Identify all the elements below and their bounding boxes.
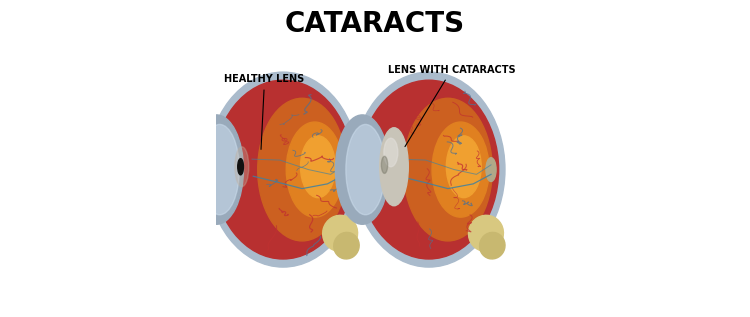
Ellipse shape <box>359 80 499 259</box>
Ellipse shape <box>238 158 244 175</box>
Ellipse shape <box>479 232 505 259</box>
Text: CATARACTS: CATARACTS <box>285 10 465 37</box>
Ellipse shape <box>380 128 408 206</box>
Text: HEALTHY LENS: HEALTHY LENS <box>224 74 304 149</box>
Ellipse shape <box>340 158 350 181</box>
Ellipse shape <box>190 115 244 224</box>
Ellipse shape <box>258 98 347 241</box>
Ellipse shape <box>322 215 358 251</box>
Ellipse shape <box>235 147 249 187</box>
Ellipse shape <box>352 72 505 267</box>
Ellipse shape <box>384 138 398 167</box>
Ellipse shape <box>200 125 239 215</box>
Ellipse shape <box>286 122 344 217</box>
Ellipse shape <box>207 72 359 267</box>
Ellipse shape <box>404 98 492 241</box>
Ellipse shape <box>301 136 335 198</box>
Ellipse shape <box>446 136 482 198</box>
Ellipse shape <box>213 80 352 259</box>
Ellipse shape <box>381 156 388 173</box>
Ellipse shape <box>486 158 496 181</box>
Ellipse shape <box>334 232 359 259</box>
Ellipse shape <box>346 125 386 215</box>
Ellipse shape <box>469 215 503 251</box>
Text: LENS WITH CATARACTS: LENS WITH CATARACTS <box>388 65 515 147</box>
Ellipse shape <box>335 115 389 224</box>
Ellipse shape <box>432 122 489 217</box>
